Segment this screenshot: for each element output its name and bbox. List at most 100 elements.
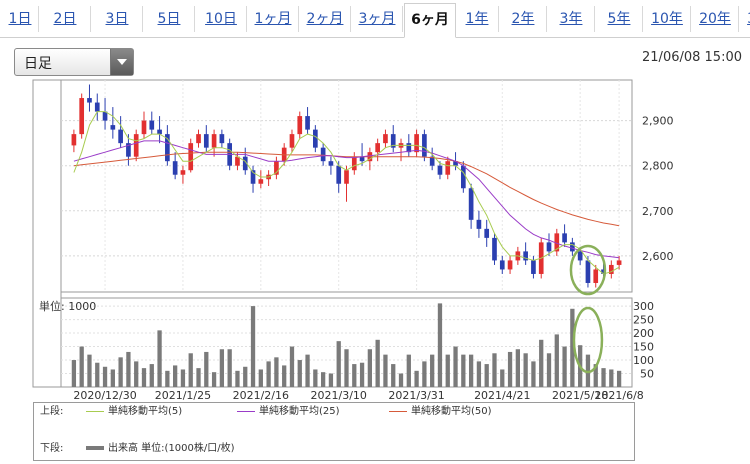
volume-bar-6 bbox=[118, 357, 123, 387]
candle-body-5 bbox=[110, 125, 116, 130]
candle-body-46 bbox=[429, 156, 435, 166]
volume-bar-58 bbox=[523, 353, 528, 387]
volume-bar-12 bbox=[165, 370, 170, 387]
tab-1[interactable]: 2日 bbox=[40, 6, 91, 32]
volume-bar-33 bbox=[328, 373, 334, 387]
tab-4[interactable]: 10日 bbox=[196, 6, 247, 32]
price-tick-label-2: 2,800 bbox=[642, 160, 674, 173]
candle-body-48 bbox=[445, 161, 451, 175]
volume-bar-67 bbox=[593, 364, 598, 387]
candle-body-15 bbox=[188, 143, 194, 171]
volume-tick-label-3: 200 bbox=[633, 327, 654, 340]
candle-body-11 bbox=[157, 129, 162, 135]
volume-bar-24 bbox=[258, 369, 263, 387]
volume-bar-4 bbox=[102, 366, 108, 387]
candle-body-24 bbox=[258, 179, 264, 184]
price-tick-label-1: 2,700 bbox=[642, 205, 674, 218]
volume-bar-38 bbox=[367, 349, 373, 387]
volume-bar-10 bbox=[149, 364, 154, 387]
candle-body-16 bbox=[196, 134, 201, 144]
volume-bar-45 bbox=[422, 361, 427, 387]
tab-11[interactable]: 3年 bbox=[548, 6, 595, 32]
volume-bar-18 bbox=[211, 372, 217, 387]
volume-bar-56 bbox=[507, 351, 513, 387]
volume-bar-25 bbox=[266, 361, 271, 387]
legend-upper-label: 上段: bbox=[40, 406, 64, 417]
x-tick-label-7: 2021/6/8 bbox=[594, 389, 643, 402]
candle-body-30 bbox=[305, 116, 310, 130]
volume-bar-30 bbox=[305, 354, 310, 387]
candle-body-35 bbox=[344, 170, 349, 184]
tab-15[interactable]: 30年 bbox=[740, 6, 750, 32]
x-tick-label-3: 2021/3/10 bbox=[311, 389, 367, 402]
volume-bar-61 bbox=[546, 353, 552, 387]
tab-8[interactable]: 6ヶ月 bbox=[404, 3, 456, 38]
volume-swatch bbox=[86, 446, 104, 450]
tab-7[interactable]: 3ヶ月 bbox=[352, 6, 403, 32]
candle-body-28 bbox=[289, 134, 295, 148]
volume-bar-55 bbox=[500, 369, 505, 387]
volume-bar-29 bbox=[297, 360, 302, 387]
volume-bar-3 bbox=[95, 362, 100, 387]
volume-bar-43 bbox=[406, 354, 411, 387]
volume-bar-37 bbox=[359, 362, 365, 387]
candle-body-44 bbox=[414, 134, 419, 153]
volume-bar-59 bbox=[531, 361, 536, 387]
candle-body-58 bbox=[523, 251, 528, 261]
x-tick-label-6: 2021/5/18 bbox=[552, 389, 608, 402]
tab-3[interactable]: 5日 bbox=[144, 6, 195, 32]
ma25-swatch bbox=[237, 410, 255, 412]
tab-10[interactable]: 2年 bbox=[500, 6, 547, 32]
volume-bar-54 bbox=[492, 353, 497, 387]
candle-body-22 bbox=[242, 156, 248, 171]
tab-2[interactable]: 3日 bbox=[92, 6, 143, 32]
volume-bar-26 bbox=[274, 357, 279, 387]
volume-bar-15 bbox=[188, 353, 193, 387]
volume-bar-39 bbox=[375, 339, 380, 387]
candle-body-49 bbox=[453, 161, 458, 166]
volume-bar-13 bbox=[173, 365, 178, 387]
volume-bar-63 bbox=[562, 346, 567, 387]
candle-body-6 bbox=[118, 129, 123, 144]
candle-body-31 bbox=[313, 129, 318, 148]
candle-body-63 bbox=[562, 233, 567, 243]
volume-bar-9 bbox=[141, 368, 147, 387]
price-tick-label-0: 2,600 bbox=[642, 250, 674, 263]
highlight-ellipse-volume bbox=[572, 306, 604, 374]
tab-9[interactable]: 1年 bbox=[456, 6, 499, 32]
candle-body-47 bbox=[437, 165, 443, 175]
tab-5[interactable]: 1ヶ月 bbox=[248, 6, 299, 32]
tab-13[interactable]: 10年 bbox=[644, 6, 691, 32]
volume-bar-5 bbox=[110, 369, 115, 387]
candle-body-40 bbox=[383, 134, 388, 144]
volume-bar-28 bbox=[289, 346, 295, 387]
volume-bar-17 bbox=[204, 351, 209, 387]
volume-bar-53 bbox=[484, 364, 489, 387]
volume-bar-40 bbox=[383, 354, 388, 387]
volume-bar-57 bbox=[515, 349, 520, 387]
tab-14[interactable]: 20年 bbox=[692, 6, 739, 32]
legend-volume: 出来高 単位:(1000株/口/枚) bbox=[86, 443, 235, 455]
interval-dropdown[interactable]: 日足 bbox=[14, 48, 134, 76]
tab-0[interactable]: 1日 bbox=[2, 6, 39, 32]
candle-body-18 bbox=[211, 134, 217, 148]
candle-body-0 bbox=[71, 134, 77, 146]
tab-12[interactable]: 5年 bbox=[596, 6, 643, 32]
highlight-ellipse-price bbox=[569, 244, 607, 296]
candle-body-54 bbox=[492, 237, 497, 261]
x-tick-label-5: 2021/4/21 bbox=[474, 389, 530, 402]
candle-body-43 bbox=[406, 143, 412, 153]
volume-bar-69 bbox=[609, 369, 614, 387]
ma50-swatch bbox=[389, 410, 407, 412]
candle-body-45 bbox=[422, 134, 427, 157]
left-margin-frame bbox=[32, 79, 62, 388]
volume-bar-19 bbox=[219, 349, 225, 387]
volume-tick-label-2: 150 bbox=[633, 341, 654, 354]
legend-lower-label: 下段: bbox=[40, 443, 64, 454]
volume-bar-11 bbox=[157, 330, 162, 387]
candle-body-8 bbox=[133, 134, 139, 157]
volume-bar-47 bbox=[437, 303, 443, 387]
volume-bar-21 bbox=[235, 370, 240, 387]
tab-6[interactable]: 2ヶ月 bbox=[300, 6, 351, 32]
